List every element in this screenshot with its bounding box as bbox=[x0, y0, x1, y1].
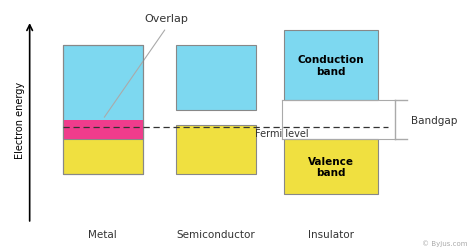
Bar bbox=[284, 140, 378, 194]
Bar bbox=[284, 31, 378, 100]
Bar bbox=[176, 125, 256, 174]
Text: Bandgap: Bandgap bbox=[411, 115, 458, 125]
Text: Valence
band: Valence band bbox=[308, 156, 354, 178]
Text: Fermi level: Fermi level bbox=[255, 129, 309, 139]
Text: Semiconductor: Semiconductor bbox=[176, 229, 255, 239]
Text: © Byjus.com: © Byjus.com bbox=[422, 240, 468, 246]
Bar bbox=[63, 46, 143, 140]
Bar bbox=[63, 120, 143, 174]
Bar bbox=[63, 120, 143, 140]
Text: Overlap: Overlap bbox=[145, 14, 188, 24]
Bar bbox=[176, 46, 256, 110]
Text: Conduction
band: Conduction band bbox=[298, 55, 365, 76]
Text: Insulator: Insulator bbox=[308, 229, 354, 239]
Text: Electron energy: Electron energy bbox=[15, 82, 25, 158]
Text: Metal: Metal bbox=[88, 229, 117, 239]
Bar bbox=[63, 46, 143, 174]
